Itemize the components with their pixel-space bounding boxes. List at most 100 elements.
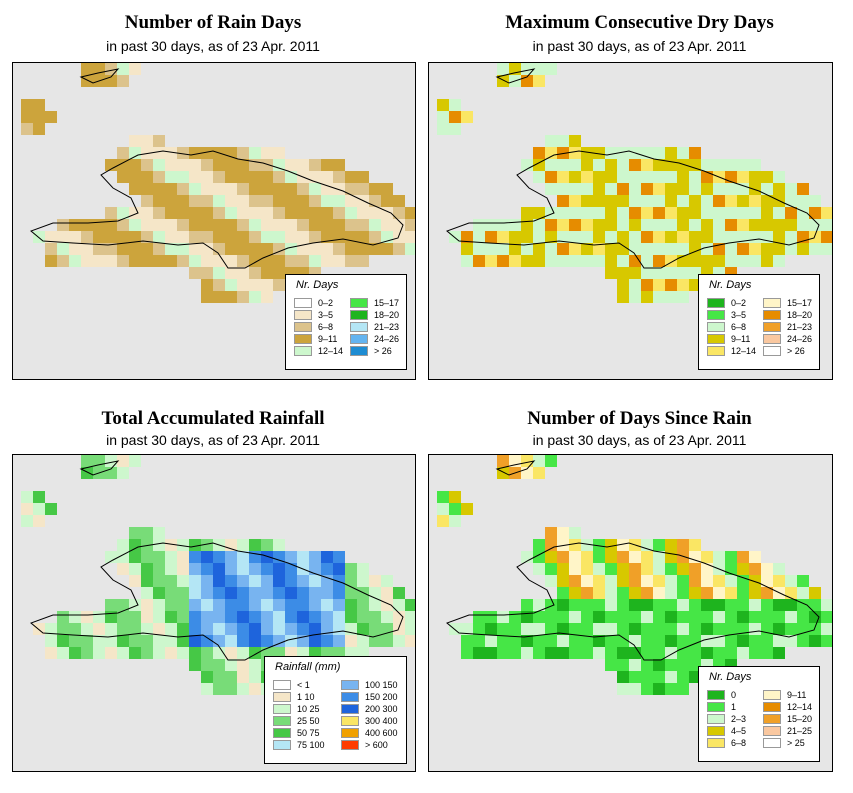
grid-cell bbox=[81, 623, 93, 635]
map-grid bbox=[21, 455, 415, 695]
grid-cell bbox=[545, 599, 557, 611]
grid-cell bbox=[141, 587, 153, 599]
grid-cell bbox=[809, 635, 821, 647]
grid-cell bbox=[569, 219, 581, 231]
grid-cell bbox=[749, 171, 761, 183]
legend-label: 15–17 bbox=[787, 297, 813, 308]
grid-cell bbox=[557, 575, 569, 587]
grid-cell bbox=[737, 587, 749, 599]
grid-cell bbox=[261, 587, 273, 599]
grid-cell bbox=[581, 575, 593, 587]
grid-cell bbox=[57, 243, 69, 255]
grid-cell bbox=[797, 195, 809, 207]
grid-cell bbox=[821, 623, 832, 635]
grid-cell bbox=[285, 623, 297, 635]
grid-cell bbox=[189, 195, 201, 207]
grid-cell bbox=[521, 243, 533, 255]
grid-cell bbox=[189, 551, 201, 563]
legend-label: 400 600 bbox=[365, 727, 398, 738]
grid-cell bbox=[405, 231, 415, 243]
grid-cell bbox=[701, 611, 713, 623]
grid-cell bbox=[285, 219, 297, 231]
grid-cell bbox=[213, 255, 225, 267]
grid-cell bbox=[153, 623, 165, 635]
grid-cell bbox=[213, 587, 225, 599]
grid-cell bbox=[569, 647, 581, 659]
grid-cell bbox=[237, 243, 249, 255]
grid-cell bbox=[285, 171, 297, 183]
grid-cell bbox=[569, 147, 581, 159]
grid-cell bbox=[393, 243, 405, 255]
grid-cell bbox=[629, 551, 641, 563]
grid-cell bbox=[749, 575, 761, 587]
grid-cell bbox=[309, 611, 321, 623]
grid-cell bbox=[357, 599, 369, 611]
legend-label: > 600 bbox=[365, 739, 388, 750]
legend-label: 24–26 bbox=[787, 333, 813, 344]
grid-cell bbox=[581, 647, 593, 659]
grid-cell bbox=[237, 563, 249, 575]
grid-cell bbox=[581, 195, 593, 207]
grid-cell bbox=[605, 183, 617, 195]
grid-cell bbox=[821, 219, 832, 231]
grid-cell bbox=[201, 539, 213, 551]
grid-cell bbox=[237, 647, 249, 659]
legend-swatch bbox=[707, 713, 725, 724]
grid-cell bbox=[273, 243, 285, 255]
grid-cell bbox=[201, 551, 213, 563]
legend-item: < 1 bbox=[273, 679, 310, 690]
grid-cell bbox=[225, 551, 237, 563]
grid-cell bbox=[533, 647, 545, 659]
grid-cell bbox=[93, 611, 105, 623]
legend-label: 0–2 bbox=[318, 297, 334, 308]
legend-label: 9–11 bbox=[787, 689, 807, 700]
grid-cell bbox=[321, 243, 333, 255]
grid-cell bbox=[785, 575, 797, 587]
legend-label: 18–20 bbox=[787, 309, 813, 320]
grid-cell bbox=[737, 575, 749, 587]
grid-cell bbox=[509, 611, 521, 623]
grid-cell bbox=[629, 611, 641, 623]
grid-cell bbox=[677, 183, 689, 195]
grid-cell bbox=[713, 599, 725, 611]
grid-cell bbox=[473, 611, 485, 623]
grid-cell bbox=[785, 635, 797, 647]
legend-label: 9–11 bbox=[318, 333, 338, 344]
grid-cell bbox=[713, 587, 725, 599]
grid-cell bbox=[273, 267, 285, 279]
grid-cell bbox=[629, 575, 641, 587]
grid-cell bbox=[261, 291, 273, 303]
grid-cell bbox=[405, 219, 415, 231]
legend-title: Nr. Days bbox=[709, 671, 752, 683]
grid-cell bbox=[237, 551, 249, 563]
legend-swatch bbox=[763, 309, 781, 320]
grid-cell bbox=[249, 623, 261, 635]
panel-subtitle: in past 30 days, as of 23 Apr. 2011 bbox=[532, 38, 747, 54]
grid-cell bbox=[141, 599, 153, 611]
grid-cell bbox=[629, 599, 641, 611]
grid-cell bbox=[497, 231, 509, 243]
grid-cell bbox=[485, 219, 497, 231]
grid-cell bbox=[141, 183, 153, 195]
grid-cell bbox=[321, 255, 333, 267]
grid-cell bbox=[273, 551, 285, 563]
grid-cell bbox=[605, 575, 617, 587]
grid-cell bbox=[225, 599, 237, 611]
grid-cell bbox=[81, 611, 93, 623]
grid-cell bbox=[213, 635, 225, 647]
grid-cell bbox=[249, 563, 261, 575]
legend-item: 100 150 bbox=[341, 679, 398, 690]
grid-cell bbox=[129, 611, 141, 623]
grid-cell bbox=[129, 183, 141, 195]
grid-cell bbox=[201, 195, 213, 207]
grid-cell bbox=[333, 575, 345, 587]
grid-cell bbox=[701, 159, 713, 171]
grid-cell bbox=[725, 635, 737, 647]
coastline bbox=[446, 542, 820, 661]
grid-cell bbox=[189, 267, 201, 279]
grid-cell bbox=[129, 243, 141, 255]
grid-cell bbox=[665, 671, 677, 683]
grid-cell bbox=[725, 243, 737, 255]
grid-cell bbox=[557, 611, 569, 623]
coastline bbox=[446, 150, 820, 269]
